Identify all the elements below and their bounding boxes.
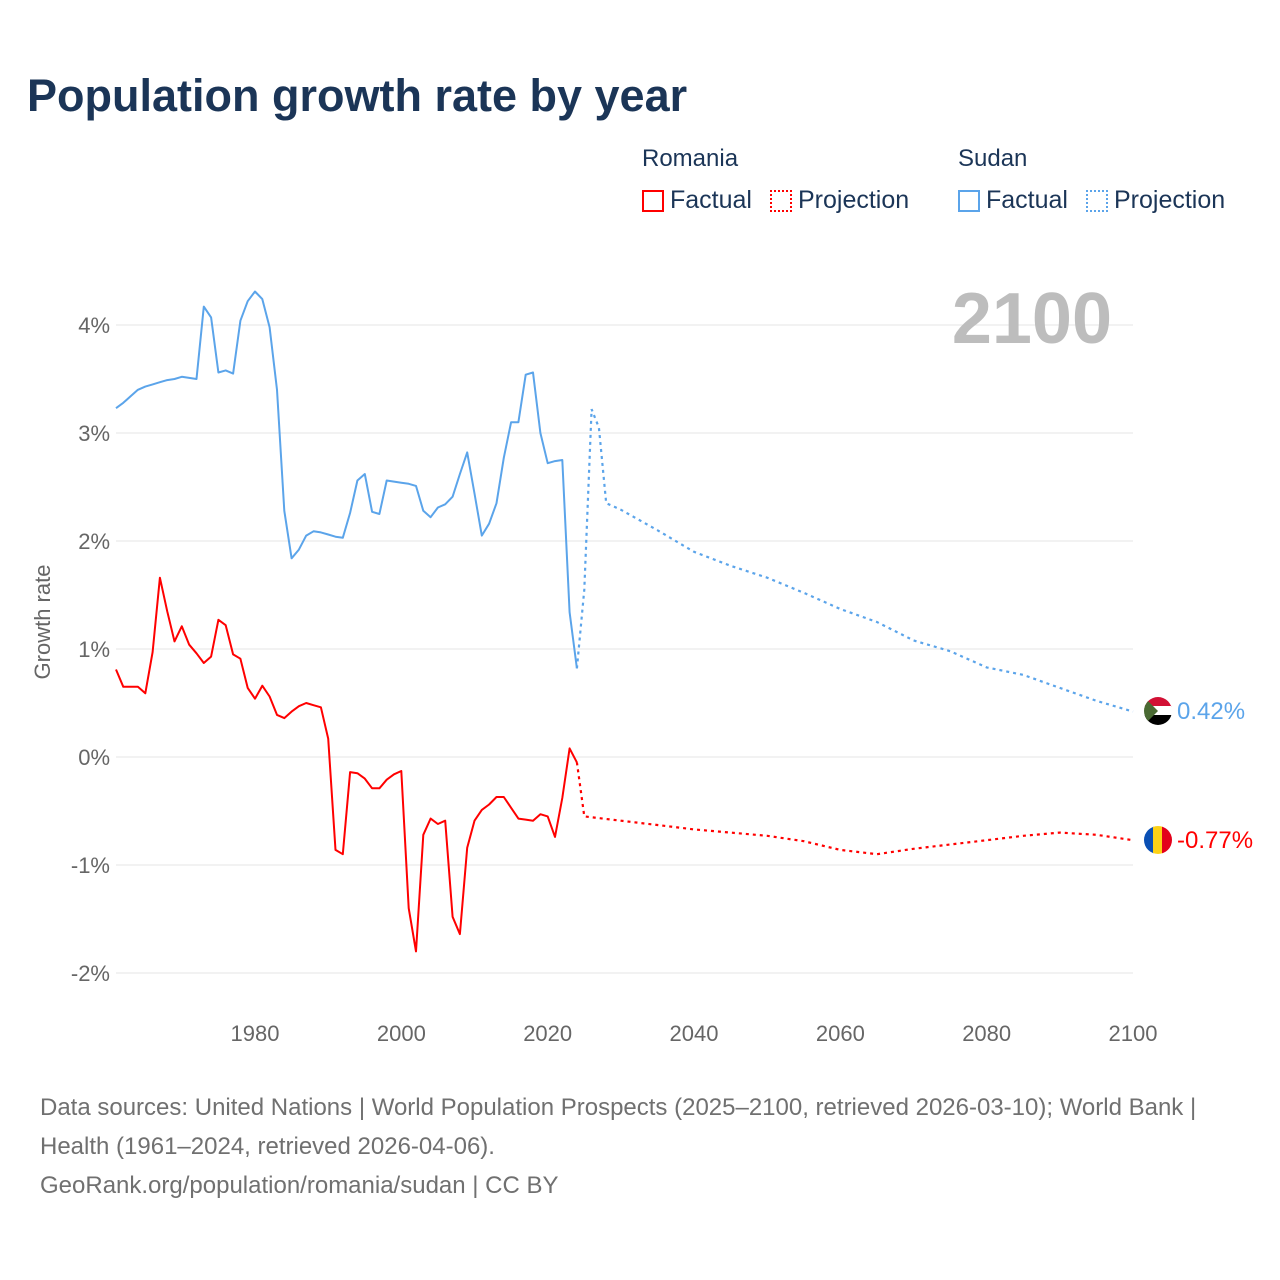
legend-label: Factual [986, 186, 1068, 214]
legend-romania-projection[interactable]: Projection [769, 186, 910, 215]
y-tick-label: 4% [78, 313, 110, 338]
romania-projection-line [575, 762, 1134, 856]
legend-label: Projection [797, 186, 910, 214]
year-label: 2100 [951, 279, 1112, 359]
legend-sudan: Factual Projection [958, 186, 1225, 215]
footer: Data sources: United Nations | World Pop… [40, 1088, 1240, 1205]
y-tick-label: 1% [78, 637, 110, 662]
data-sources: Data sources: United Nations | World Pop… [40, 1094, 1197, 1160]
solid-swatch-icon [958, 189, 980, 212]
y-tick-label: -2% [71, 961, 110, 986]
dotted-swatch-icon [769, 189, 792, 212]
romania-flag-icon [1144, 826, 1172, 854]
x-tick-label: 2000 [377, 1021, 426, 1046]
x-tick-label: 2080 [962, 1021, 1011, 1046]
romania-factual-line [115, 576, 578, 953]
x-tick-label: 2040 [670, 1021, 719, 1046]
legend-romania: Factual Projection [642, 186, 909, 215]
sudan-factual-line [115, 290, 578, 669]
y-axis-label: Growth rate [30, 565, 55, 680]
y-tick-label: 2% [78, 529, 110, 554]
legend-sudan-factual[interactable]: Factual [958, 186, 1068, 215]
legend-sudan-projection[interactable]: Projection [1085, 186, 1226, 215]
x-tick-label: 2100 [1109, 1021, 1158, 1046]
legend-group-sudan: Sudan [958, 145, 1028, 172]
chart-title: Population growth rate by year [27, 70, 688, 121]
source-link[interactable]: GeoRank.org/population/romania/sudan | C… [40, 1172, 559, 1199]
solid-swatch-icon [642, 189, 664, 212]
sudan-end-label: 0.42% [1177, 698, 1245, 725]
line-chart: 4% 3% 2% 1% 0% -1% -2% 1980 2000 2020 2040 2060 2080… [30, 290, 1253, 1046]
legend-label: Projection [1113, 186, 1226, 214]
sudan-flag-icon [1144, 697, 1172, 725]
legend-label: Factual [670, 186, 752, 214]
y-tick-label: 3% [78, 421, 110, 446]
legend-romania-factual[interactable]: Factual [642, 186, 752, 215]
dotted-swatch-icon [1085, 189, 1108, 212]
y-tick-label: 0% [78, 745, 110, 770]
sudan-projection-line [575, 408, 1134, 713]
legend-group-romania: Romania [642, 145, 739, 172]
x-tick-label: 2060 [816, 1021, 865, 1046]
x-tick-label: 2020 [523, 1021, 572, 1046]
x-tick-label: 1980 [231, 1021, 280, 1046]
y-tick-label: -1% [71, 853, 110, 878]
romania-end-label: -0.77% [1177, 827, 1253, 854]
